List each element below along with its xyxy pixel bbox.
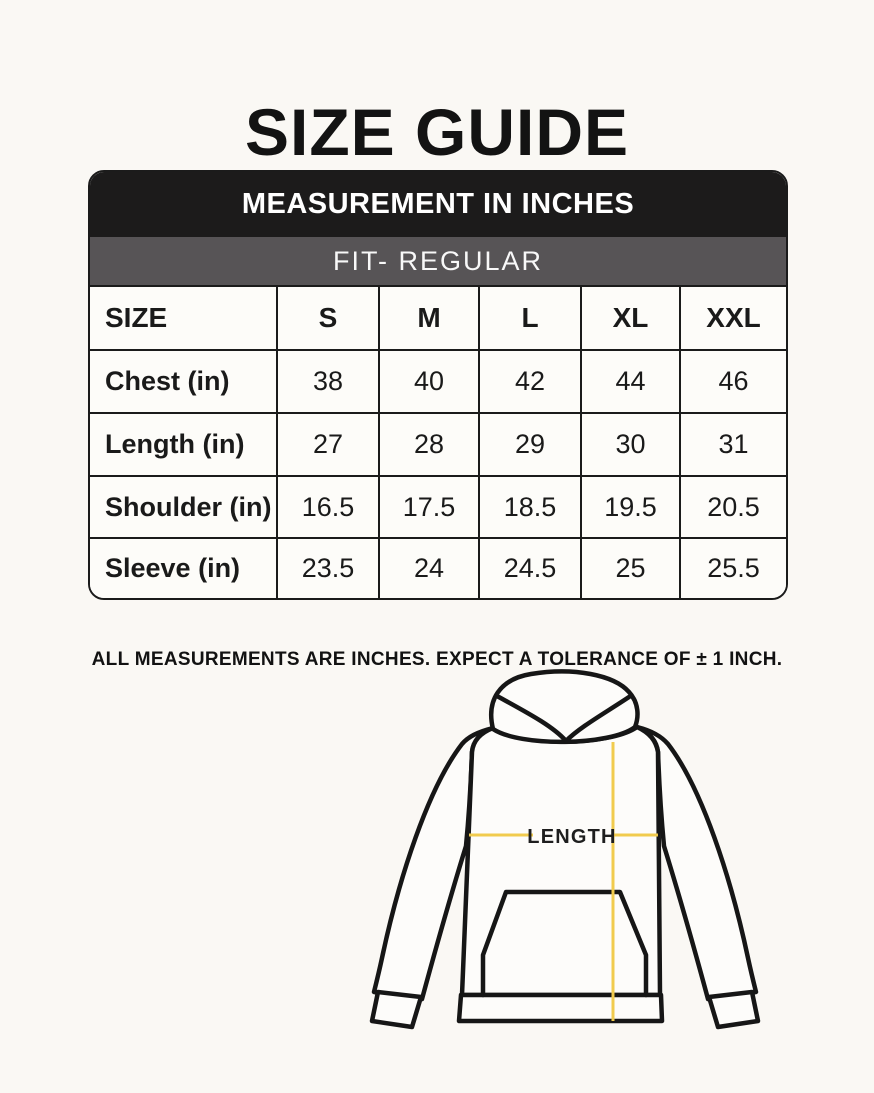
column-header-m: M (378, 285, 478, 349)
hoodie-right-cuff (706, 989, 761, 1030)
column-header-xl: XL (580, 285, 679, 349)
hoodie-svg: LENGTH (369, 669, 761, 1030)
length-label: LENGTH (527, 826, 616, 848)
page-title: SIZE GUIDE (244, 95, 630, 170)
cell-shoulder-xxl: 20.5 (679, 475, 786, 537)
column-header-size: SIZE (90, 285, 276, 349)
cell-length-s: 27 (276, 412, 378, 475)
hoodie-left-cuff (369, 989, 424, 1030)
cell-length-m: 28 (378, 412, 478, 475)
tolerance-note: ALL MEASUREMENTS ARE INCHES. EXPECT A TO… (91, 649, 783, 670)
cell-chest-l: 42 (478, 349, 580, 412)
hoodie-diagram: LENGTH (340, 645, 810, 1093)
cell-shoulder-m: 17.5 (378, 475, 478, 537)
hoodie-hood (489, 669, 640, 745)
row-label-shoulder: Shoulder (in) (90, 475, 276, 537)
size-table: MEASUREMENT IN INCHES FIT- REGULAR SIZE … (88, 170, 788, 600)
cell-sleeve-xl: 25 (580, 537, 679, 598)
cell-chest-s: 38 (276, 349, 378, 412)
cell-sleeve-s: 23.5 (276, 537, 378, 598)
cell-length-l: 29 (478, 412, 580, 475)
row-label-chest: Chest (in) (90, 349, 276, 412)
cell-sleeve-l: 24.5 (478, 537, 580, 598)
row-label-sleeve: Sleeve (in) (90, 537, 276, 598)
column-header-s: S (276, 285, 378, 349)
table-header: MEASUREMENT IN INCHES (90, 172, 786, 237)
cell-shoulder-s: 16.5 (276, 475, 378, 537)
hoodie-pocket (480, 889, 649, 998)
hoodie-body (459, 724, 663, 998)
hood-opening-right-line (563, 694, 632, 744)
size-grid: SIZE S M L XL XXL Chest (in) 38 40 42 44… (90, 285, 786, 598)
cell-chest-xl: 44 (580, 349, 679, 412)
hood-opening-left-line (494, 693, 569, 744)
cell-chest-m: 40 (378, 349, 478, 412)
cell-shoulder-xl: 19.5 (580, 475, 679, 537)
table-subheader-fit: FIT- REGULAR (90, 237, 786, 285)
cell-shoulder-l: 18.5 (478, 475, 580, 537)
cell-sleeve-xxl: 25.5 (679, 537, 786, 598)
cell-chest-xxl: 46 (679, 349, 786, 412)
cell-length-xl: 30 (580, 412, 679, 475)
cell-sleeve-m: 24 (378, 537, 478, 598)
row-label-length: Length (in) (90, 412, 276, 475)
cell-length-xxl: 31 (679, 412, 786, 475)
hoodie-hem-band (456, 992, 665, 1024)
column-header-xxl: XXL (679, 285, 786, 349)
column-header-l: L (478, 285, 580, 349)
